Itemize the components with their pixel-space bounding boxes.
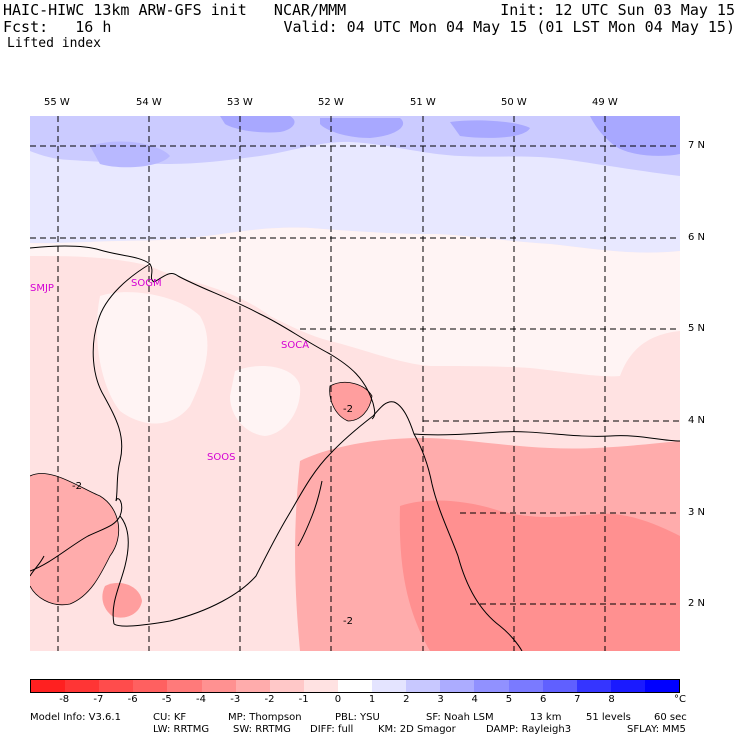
color-scale-bar (30, 679, 680, 693)
longwave-scheme: LW: RRTMG (153, 724, 210, 735)
color-scale-tick-label: 2 (403, 694, 410, 705)
color-scale-tick-label: -7 (93, 694, 104, 705)
color-scale-tick-label: -1 (298, 694, 309, 705)
lon-label: 55 W (44, 97, 70, 108)
valid-time: Valid: 04 UTC Mon 04 May 15 (01 LST Mon … (283, 18, 735, 36)
color-scale-cell (31, 680, 66, 692)
lon-label: 49 W (592, 97, 618, 108)
time-step: 60 sec (654, 712, 687, 723)
coastlines-borders (30, 245, 680, 651)
surface-layer-option: SFLAY: MM5 (627, 724, 686, 735)
color-scale-tick-label: 4 (471, 694, 478, 705)
color-scale-cell (337, 680, 373, 692)
diffusion-option: DIFF: full (310, 724, 354, 735)
grid-spacing: 13 km (530, 712, 562, 723)
microphysics-scheme: MP: Thompson (228, 712, 302, 723)
color-scale-cell (610, 680, 645, 692)
color-scale-tick-label: 7 (574, 694, 581, 705)
neutral-region (30, 227, 680, 377)
lat-label: 6 N (688, 232, 706, 243)
lat-lon-grid (30, 116, 680, 651)
contour-lines (30, 382, 373, 606)
color-scale-cell (99, 680, 134, 692)
lon-label: 54 W (136, 97, 162, 108)
lat-label: 7 N (688, 140, 706, 151)
unstable-region (102, 582, 142, 618)
color-scale-cell (65, 680, 100, 692)
lon-label: 53 W (227, 97, 253, 108)
pbl-scheme: PBL: YSU (335, 712, 380, 723)
color-scale-tick-label: 6 (539, 694, 547, 705)
stable-region (90, 141, 170, 168)
unstable-region (30, 473, 119, 605)
forecast-hour: Fcst: 16 h (3, 18, 112, 36)
vertical-levels: 51 levels (586, 712, 631, 723)
surface-scheme: SF: Noah LSM (426, 712, 494, 723)
color-scale-cell (303, 680, 338, 692)
color-scale-tick-label: 0 (334, 694, 342, 705)
contour-label: -2 (72, 481, 82, 492)
color-scale-cell (508, 680, 543, 692)
lon-label: 51 W (410, 97, 436, 108)
contour-label: -2 (343, 404, 353, 415)
lat-label: 2 N (688, 598, 706, 609)
color-scale-cell (542, 680, 577, 692)
field-name: Lifted index (7, 36, 101, 51)
station-label: SOCA (281, 340, 310, 351)
color-scale-cell (372, 680, 407, 692)
color-scale-tick-label: -3 (230, 694, 241, 705)
eddy-option: KM: 2D Smagor (378, 724, 456, 735)
color-scale-cell (167, 680, 202, 692)
color-scale-tick-label: 5 (505, 694, 513, 705)
color-scale-tick-label: -2 (264, 694, 275, 705)
lat-label: 5 N (688, 323, 706, 334)
legend-unit: °C (674, 694, 686, 705)
color-scale-cell (440, 680, 475, 692)
shortwave-scheme: SW: RRTMG (233, 724, 291, 735)
unstable-region (329, 382, 372, 421)
header-title: HAIC-HIWC 13km ARW-GFS init NCAR/MMM (3, 1, 347, 19)
stable-region-core (220, 116, 295, 133)
stable-region-core (450, 120, 530, 138)
color-scale-cell (133, 680, 168, 692)
lifted-index-map (30, 116, 680, 651)
color-scale-cell (269, 680, 304, 692)
stable-region-core (320, 118, 404, 138)
lat-label: 3 N (688, 507, 706, 518)
color-scale-cell (406, 680, 441, 692)
color-scale-cell (201, 680, 236, 692)
unstable-region-core (399, 500, 680, 651)
color-scale-tick-label: -5 (161, 694, 172, 705)
color-scale-tick-label: -4 (196, 694, 207, 705)
color-scale-tick-label: 3 (437, 694, 444, 705)
lat-label: 4 N (688, 415, 706, 426)
color-scale-tick-label: 1 (368, 694, 376, 705)
station-label: SMJP (30, 283, 54, 294)
contour-label: -2 (343, 616, 353, 627)
color-scale-cell (576, 680, 611, 692)
color-scale-tick-label: -6 (127, 694, 138, 705)
color-scale-tick-label: 8 (608, 694, 615, 705)
neutral-region (230, 366, 301, 436)
damping-option: DAMP: Rayleigh3 (486, 724, 572, 735)
color-scale-tick-label: -8 (59, 694, 70, 705)
lon-label: 50 W (501, 97, 527, 108)
color-scale-cell (235, 680, 270, 692)
station-label: SOOS (207, 452, 236, 463)
init-time: Init: 12 UTC Sun 03 May 15 (500, 1, 735, 19)
cumulus-scheme: CU: KF (153, 712, 187, 723)
stable-region-core (590, 116, 680, 156)
lon-label: 52 W (318, 97, 344, 108)
station-label: SOGM (131, 278, 162, 289)
color-scale-cell (474, 680, 509, 692)
model-info: Model Info: V3.6.1 (30, 712, 121, 723)
color-scale-cell (644, 680, 680, 692)
neutral-region (96, 292, 208, 424)
